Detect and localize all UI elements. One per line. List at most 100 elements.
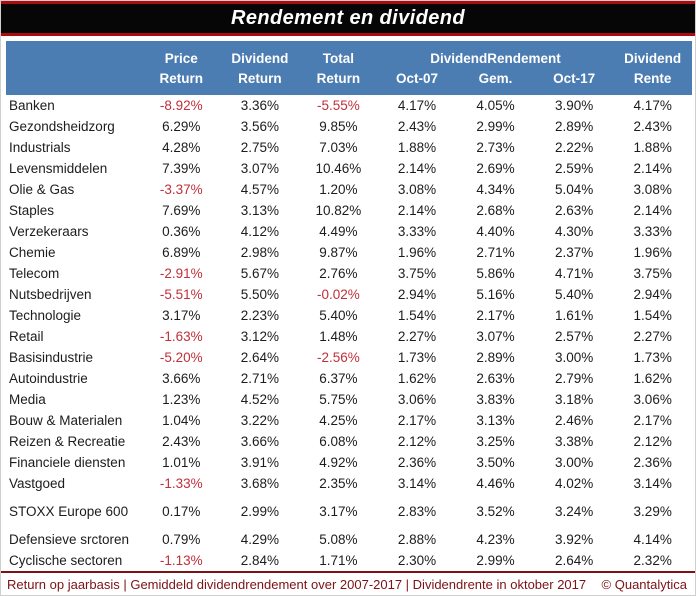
row-label: Basisindustrie (9, 350, 94, 365)
value-cell: 3.25% (476, 434, 515, 449)
value-cell: 2.84% (240, 553, 279, 568)
value-cell: 2.64% (554, 553, 594, 568)
value-cell: 2.89% (476, 350, 515, 365)
value-cell: 1.62% (397, 371, 437, 386)
value-cell: 2.12% (397, 434, 437, 449)
value-cell: 2.14% (397, 161, 437, 176)
value-cell: 4.71% (554, 266, 594, 281)
value-cell: 2.75% (240, 140, 279, 155)
value-cell: 4.92% (319, 455, 358, 470)
value-cell: 2.83% (397, 504, 437, 519)
value-cell: 2.71% (240, 371, 279, 386)
value-cell: 10.82% (315, 203, 362, 218)
value-cell: 3.38% (554, 434, 594, 449)
value-cell: 5.40% (319, 308, 358, 323)
value-cell: 2.14% (633, 203, 672, 218)
header-cell-oct17: Oct-17 (534, 68, 614, 95)
value-cell: 3.07% (240, 161, 279, 176)
value-cell: 4.29% (240, 532, 279, 547)
value-cell: 6.08% (319, 434, 358, 449)
table-row: Autoindustrie 3.66% 2.71% 6.37% 1.62% 2.63% 2.… (6, 368, 692, 389)
value-cell: 3.14% (397, 476, 437, 491)
footer-copyright: © Quantalytica (601, 577, 687, 592)
value-cell: 0.79% (162, 532, 201, 547)
table-row: Defensieve srctoren 0.79% 4.29% 5.08% 2.88% 4… (6, 529, 692, 550)
table-row: Chemie 6.89% 2.98% 9.87% 1.96% 2.71% 2.37% 1.96… (6, 242, 692, 263)
value-cell: 2.17% (633, 413, 672, 428)
value-cell: 3.91% (240, 455, 279, 470)
value-cell: 2.68% (476, 203, 515, 218)
value-cell: 7.39% (162, 161, 201, 176)
footer: Return op jaarbasis | Gemiddeld dividend… (1, 571, 695, 595)
table-row: Levensmiddelen 7.39% 3.07% 10.46% 2.14% 2.69%… (6, 158, 692, 179)
value-cell: 5.86% (476, 266, 515, 281)
value-cell: -2.56% (317, 350, 360, 365)
value-cell: 2.27% (633, 329, 672, 344)
table-row: Telecom -2.91% 5.67% 2.76% 3.75% 5.86% 4.71% 3.… (6, 263, 692, 284)
value-cell: 3.29% (633, 504, 672, 519)
value-cell: 2.35% (319, 476, 358, 491)
value-cell: 2.27% (397, 329, 437, 344)
value-cell: 3.66% (240, 434, 279, 449)
table-row: Media 1.23% 4.52% 5.75% 3.06% 3.83% 3.18% 3.06% (6, 389, 692, 410)
table-row: Basisindustrie -5.20% 2.64% -2.56% 1.73% 2.89… (6, 347, 692, 368)
value-cell: 3.13% (240, 203, 279, 218)
value-cell: 2.98% (240, 245, 279, 260)
table-row: Vastgoed -1.33% 3.68% 2.35% 3.14% 4.46% 4.02% 3… (6, 473, 692, 494)
value-cell: 1.88% (397, 140, 437, 155)
value-cell: 7.03% (319, 140, 358, 155)
row-label: STOXX Europe 600 (9, 504, 129, 519)
header-cell-total-return: Return (299, 68, 378, 95)
value-cell: 2.73% (476, 140, 515, 155)
value-cell: 4.25% (319, 413, 358, 428)
header-cell-gem: Gem. (456, 68, 535, 95)
value-cell: 6.37% (319, 371, 358, 386)
value-cell: 4.40% (476, 224, 515, 239)
value-cell: 2.94% (397, 287, 437, 302)
row-label: Reizen & Recreatie (9, 434, 126, 449)
value-cell: 4.17% (633, 98, 672, 113)
value-cell: 1.62% (633, 371, 672, 386)
value-cell: 3.07% (476, 329, 515, 344)
row-label: Defensieve srctoren (9, 532, 130, 547)
row-label: Retail (9, 329, 44, 344)
value-cell: 5.16% (476, 287, 515, 302)
table-row: Retail -1.63% 3.12% 1.48% 2.27% 3.07% 2.57% 2.2… (6, 326, 692, 347)
value-cell: 0.17% (162, 504, 201, 519)
header-cell-price-return: Return (142, 68, 221, 95)
value-cell: 6.89% (162, 245, 201, 260)
value-cell: 5.08% (319, 532, 358, 547)
value-cell: 7.69% (162, 203, 201, 218)
value-cell: 3.12% (240, 329, 279, 344)
table-row: Bouw & Materialen 1.04% 3.22% 4.25% 2.17% 3.1… (6, 410, 692, 431)
row-label: Levensmiddelen (9, 161, 108, 176)
value-cell: 3.75% (633, 266, 672, 281)
value-cell: 2.89% (554, 119, 594, 134)
value-cell: 0.36% (162, 224, 201, 239)
value-cell: 1.54% (397, 308, 437, 323)
value-cell: 2.23% (240, 308, 279, 323)
value-cell: 1.23% (162, 392, 201, 407)
value-cell: -2.91% (159, 266, 203, 281)
value-cell: 3.06% (397, 392, 437, 407)
value-cell: 2.59% (554, 161, 594, 176)
value-cell: 2.22% (554, 140, 594, 155)
value-cell: 5.04% (554, 182, 594, 197)
row-label: Staples (9, 203, 55, 218)
value-cell: 3.75% (397, 266, 437, 281)
value-cell: 3.18% (554, 392, 594, 407)
value-cell: 1.61% (554, 308, 594, 323)
table-row: Gezondsheidzorg 6.29% 3.56% 9.85% 2.43% 2.99%… (6, 116, 692, 137)
table-row: Reizen & Recreatie 2.43% 3.66% 6.08% 2.12% 3.… (6, 431, 692, 452)
value-cell: 1.73% (397, 350, 437, 365)
value-cell: 3.52% (476, 504, 515, 519)
table-row: Nutsbedrijven -5.51% 5.50% -0.02% 2.94% 5.16%… (6, 284, 692, 305)
header-row-top: Price Dividend Total DividendRendement D… (6, 41, 692, 68)
row-spacer (6, 494, 692, 501)
value-cell: 10.46% (315, 161, 362, 176)
header-cell-price: Price (142, 41, 221, 68)
value-cell: 2.32% (633, 553, 672, 568)
header-cell-blank (6, 41, 142, 68)
value-cell: 6.29% (162, 119, 201, 134)
